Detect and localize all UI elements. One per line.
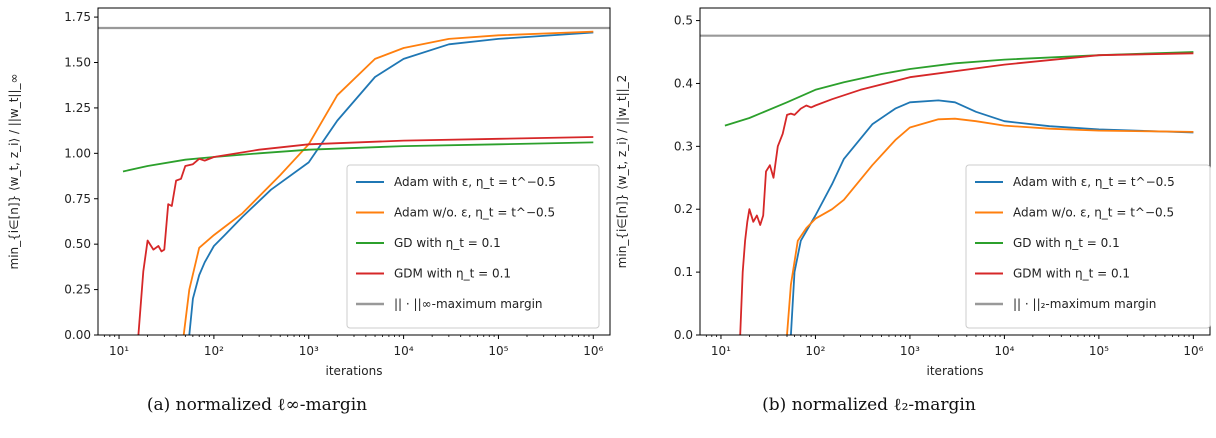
x-tick-label: 10³: [299, 344, 319, 358]
series-line-1: [182, 30, 594, 335]
legend-box: [346, 164, 600, 329]
legend-entry-0: Adam with ε, η_t = t^−0.5: [394, 175, 556, 189]
y-tick-label: 1.00: [64, 146, 91, 160]
series-line-0: [188, 31, 594, 335]
legend-entry-3: GDM with η_t = 0.1: [1013, 267, 1130, 281]
series-line-3: [739, 52, 1194, 335]
legend-entry-3: GDM with η_t = 0.1: [394, 267, 511, 281]
y-tick-label: 0.2: [674, 202, 693, 216]
legend-entry-2: GD with η_t = 0.1: [1013, 236, 1120, 250]
legend-entry-1: Adam w/o. ε, η_t = t^−0.5: [394, 206, 555, 220]
chart-panel-a: 10¹ 10² 10³ 10⁴ 10⁵ 10⁶ 0.00 0.25 0.50 0.75 1.00 1.…: [7, 7, 611, 415]
y-tick-label: 0.75: [64, 192, 91, 206]
y-tick-label: 0.5: [674, 14, 693, 28]
series-line-2: [724, 51, 1194, 127]
series-line-2: [122, 141, 594, 173]
y-tick-label: 0.00: [64, 328, 91, 342]
x-tick-label: 10⁶: [583, 344, 603, 358]
x-axis-label: iterations: [326, 364, 383, 378]
y-tick-label: 0.25: [64, 283, 91, 297]
x-tick-label: 10⁵: [488, 344, 508, 358]
x-tick-label: 10⁶: [1183, 344, 1203, 358]
figure-caption: (a) normalized ℓ∞-margin: [147, 395, 367, 415]
y-tick-label: 0.4: [674, 76, 693, 90]
series-line-3: [137, 136, 594, 335]
x-tick-label: 10³: [900, 344, 920, 358]
series-line-1: [786, 117, 1194, 335]
y-tick-label: 0.0: [674, 328, 693, 342]
legend-entry-2: GD with η_t = 0.1: [394, 236, 501, 250]
x-tick-label: 10²: [805, 344, 825, 358]
legend-entry-0: Adam with ε, η_t = t^−0.5: [1013, 175, 1175, 189]
y-axis-label: min_{i∈[n]} ⟨w_t, z_i⟩ / ||w_t||_2: [615, 75, 629, 269]
legend: Adam with ε, η_t = t^−0.5 Adam w/o. ε, η_…: [965, 164, 1211, 329]
x-axis-label: iterations: [927, 364, 984, 378]
x-tick-label: 10⁵: [1089, 344, 1109, 358]
y-tick-label: 0.1: [674, 265, 693, 279]
x-tick-label: 10¹: [711, 344, 731, 358]
x-tick-label: 10²: [204, 344, 224, 358]
chart-panel-b: 10¹ 10² 10³ 10⁴ 10⁵ 10⁶ 0.0 0.1 0.2 0.3 0.4 0.5 iter…: [615, 7, 1211, 415]
x-tick-label: 10⁴: [394, 344, 414, 358]
legend: Adam with ε, η_t = t^−0.5 Adam w/o. ε, η_…: [346, 164, 600, 329]
legend-entry-4: || · ||∞-maximum margin: [394, 297, 543, 311]
figure-caption: (b) normalized ℓ₂-margin: [762, 395, 976, 415]
legend-entry-4: || · ||₂-maximum margin: [1013, 297, 1156, 311]
series-group: [700, 34, 1210, 335]
y-tick-label: 1.75: [64, 10, 91, 24]
y-tick-label: 1.25: [64, 101, 91, 115]
y-tick-label: 1.50: [64, 56, 91, 70]
y-axis-label: min_{i∈[n]} ⟨w_t, z_i⟩ / ||w_t||_∞: [7, 74, 21, 270]
series-line-0: [790, 99, 1194, 335]
y-tick-label: 0.3: [674, 139, 693, 153]
x-tick-label: 10¹: [109, 344, 129, 358]
legend-entry-1: Adam w/o. ε, η_t = t^−0.5: [1013, 206, 1174, 220]
y-tick-label: 0.50: [64, 237, 91, 251]
series-group: [98, 26, 610, 335]
legend-box: [965, 164, 1211, 329]
x-tick-label: 10⁴: [994, 344, 1014, 358]
